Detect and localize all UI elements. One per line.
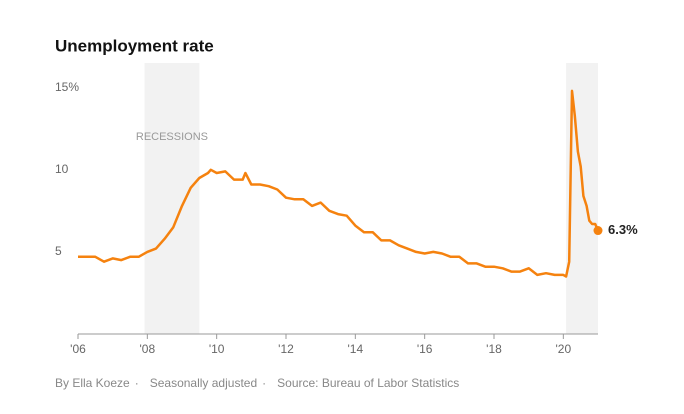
end-dot [593,226,603,236]
y-tick-label: 5 [55,244,62,258]
footer-text: Source: Bureau of Labor Statistics [277,376,459,390]
x-tick-label: '20 [556,342,572,356]
x-tick-label: '18 [486,342,502,356]
footer-sep: · [262,376,266,390]
y-tick-label: 15% [55,80,79,94]
x-tick-label: '10 [209,342,225,356]
footer-sep: · [135,376,139,390]
chart-title: Unemployment rate [55,36,214,55]
x-tick-label: '06 [70,342,86,356]
shade-label: RECESSIONS [136,131,208,143]
footer-text: By Ella Koeze [55,376,130,390]
recession-shade [144,63,200,334]
line [78,89,600,278]
footer-text: Seasonally adjusted [150,376,257,390]
x-tick-label: '14 [348,342,364,356]
y-tick-label: 10 [55,162,69,176]
x-tick-label: '08 [140,342,156,356]
end-label: 6.3% [608,222,638,237]
x-tick-label: '12 [278,342,294,356]
x-tick-label: '16 [417,342,433,356]
